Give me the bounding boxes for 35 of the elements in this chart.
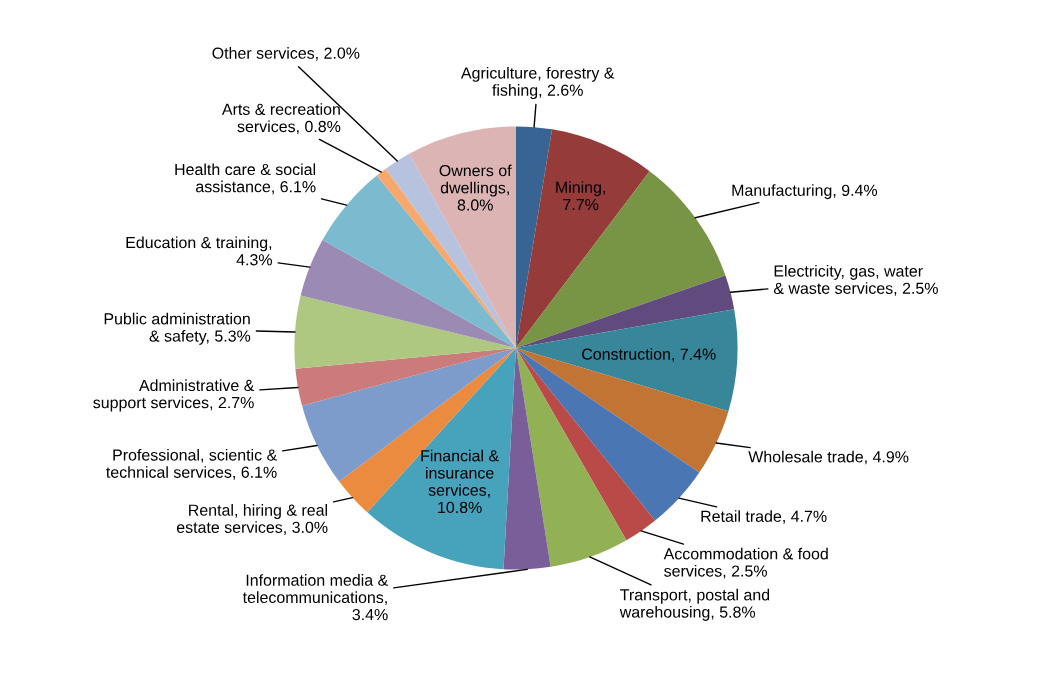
slice-label: Financial & insurance services, 10.8% [421,449,499,514]
pie-slice [294,295,516,369]
pie-slice [516,171,726,348]
pie-slice [516,126,553,348]
slice-label: Arts & recreation services, 0.8% [221,103,341,135]
slice-label: Mining, 7.7% [556,181,605,211]
slice-label: Manufacturing, 9.4% [732,184,878,200]
pie-slice [516,275,735,348]
slice-label: Health care & social assistance, 6.1% [175,163,316,195]
slice-label: Retail trade, 4.7% [701,510,827,524]
slice-label: Education & training, 4.3% [126,236,273,266]
slice-label: Agriculture, forestry & fishing, 2.6% [460,66,615,100]
pie-slice [322,175,516,348]
slice-label: Rental, hiring & real estate services, 3.0% [176,504,328,535]
slice-label: Transport, postal and warehousing, 5.8% [619,588,770,621]
slice-label: Electricity, gas, water & waste services, 2.5% [773,265,938,296]
slice-label: Wholesale trade, 4.9% [748,450,909,465]
pie-slice [503,348,551,570]
slice-label: Public administration & safety, 5.3% [104,312,251,345]
pie-slice [516,129,650,348]
slice-label: Owners of dwellings, 8.0% [439,164,512,211]
slice-label: Accommodation & food services, 2.5% [663,547,828,579]
pie-slice [295,348,516,406]
slice-label: Construction, 7.4% [582,348,716,362]
slice-label: Administrative & support services, 2.7% [93,379,255,412]
pie-slice [339,348,516,513]
slice-label: Other services, 2.0% [212,47,360,61]
pie-slice [409,126,516,348]
slice-label: Professional, scientic & technical services, 6.1% [106,448,277,480]
pie-slice [300,240,516,348]
pie-slice [367,348,516,570]
pie-slice [516,348,729,473]
pie-slice [302,348,516,482]
pie-slice [516,309,738,412]
slice-label: Information media & telecommunications, 3.4% [242,574,388,621]
